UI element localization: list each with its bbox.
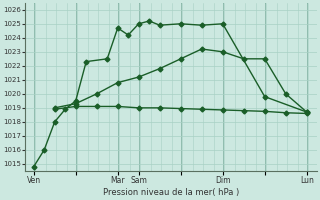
X-axis label: Pression niveau de la mer( hPa ): Pression niveau de la mer( hPa ): [103, 188, 239, 197]
